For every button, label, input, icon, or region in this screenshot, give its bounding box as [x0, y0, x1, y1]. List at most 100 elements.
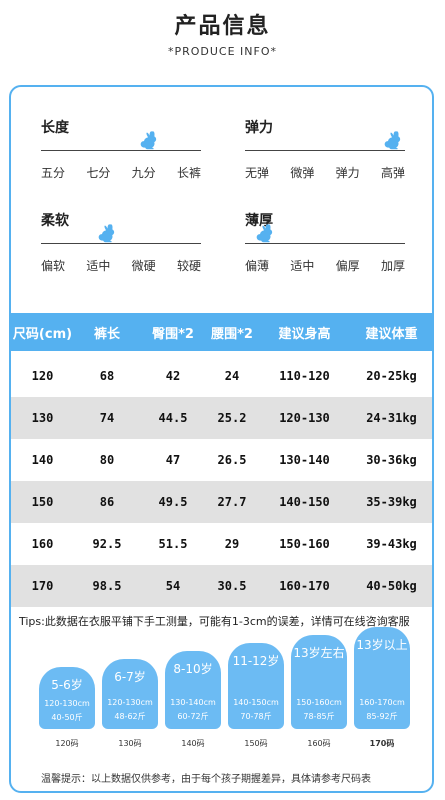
- scale-options: 偏软 适中 微硬 较硬: [41, 257, 201, 274]
- size-guide-bar: 13岁以上 160-170cm 85-92斤: [354, 627, 410, 729]
- attribute-label: 弹力: [245, 120, 273, 136]
- height-range: 160-170cm: [359, 698, 405, 707]
- scale-line: [41, 243, 201, 244]
- table-cell: 160-170: [279, 579, 330, 593]
- attribute-label: 长度: [41, 120, 69, 136]
- attribute-thickness: 薄厚 偏薄 适中 偏厚 加厚: [245, 210, 405, 280]
- attribute-elasticity: 弹力 无弹 微弹 弹力 高弹: [245, 117, 405, 187]
- size-guide-bar: 6-7岁 120-130cm 48-62斤: [102, 659, 158, 729]
- scale-option: 七分: [86, 166, 111, 180]
- table-cell: 39-43kg: [366, 537, 417, 551]
- scale-options: 五分 七分 九分 长裤: [41, 164, 201, 181]
- column-header: 尺码(cm): [12, 326, 73, 342]
- table-cell: 140: [31, 453, 54, 467]
- attribute-label: 薄厚: [245, 213, 273, 229]
- scale-line: [41, 150, 201, 151]
- weight-range: 48-62斤: [114, 712, 146, 721]
- table-cell: 35-39kg: [366, 495, 417, 509]
- table-cell: 24: [224, 369, 240, 383]
- column-header: 建议体重: [365, 326, 418, 342]
- table-cell: 25.2: [217, 411, 247, 425]
- table-cell: 30-36kg: [366, 453, 417, 467]
- table-row: 170 98.5 54 30.5 160-170 40-50kg: [11, 565, 432, 607]
- table-cell: 92.5: [92, 537, 122, 551]
- table-row: 150 86 49.5 27.7 140-150 35-39kg: [11, 481, 432, 523]
- warm-notice: 温馨提示：以上数据仅供参考，由于每个孩子期握差异，具体请参考尺码表: [41, 774, 371, 785]
- weight-range: 70-78斤: [240, 712, 272, 721]
- scale-option: 偏厚: [335, 259, 360, 273]
- table-cell: 80: [99, 453, 115, 467]
- table-row: 140 80 47 26.5 130-140 30-36kg: [11, 439, 432, 481]
- table-cell: 20-25kg: [366, 369, 417, 383]
- weight-range: 60-72斤: [177, 712, 209, 721]
- size-guide-bar: 11-12岁 140-150cm 70-78斤: [228, 643, 284, 729]
- table-cell: 30.5: [217, 579, 247, 593]
- weight-range: 85-92斤: [366, 712, 398, 721]
- table-cell: 24-31kg: [366, 411, 417, 425]
- age-label: 8-10岁: [173, 662, 213, 676]
- table-cell: 140-150: [279, 495, 330, 509]
- scale-option: 长裤: [176, 166, 201, 180]
- rabbit-icon: [95, 223, 117, 245]
- scale-option: 九分: [131, 166, 156, 180]
- rabbit-icon: [253, 223, 275, 245]
- age-label: 11-12岁: [232, 654, 280, 668]
- column-header: 腰围*2: [211, 326, 253, 342]
- rabbit-icon: [137, 130, 159, 152]
- height-range: 150-160cm: [296, 698, 342, 707]
- size-label: 120码: [55, 739, 79, 748]
- table-cell: 170: [31, 579, 54, 593]
- scale-option: 加厚: [380, 259, 405, 273]
- scale-option: 偏软: [41, 259, 66, 273]
- table-cell: 120-130: [279, 411, 330, 425]
- column-header: 建议身高: [278, 326, 331, 342]
- weight-range: 78-85斤: [303, 712, 335, 721]
- size-table-header: 尺码(cm) 裤长 臀围*2 腰围*2 建议身高 建议体重: [11, 313, 432, 351]
- size-guide-bar: 13岁左右 150-160cm 78-85斤: [291, 635, 347, 729]
- table-cell: 74: [99, 411, 115, 425]
- age-label: 5-6岁: [51, 678, 83, 692]
- page-title: 产品信息: [174, 14, 271, 39]
- table-cell: 29: [224, 537, 240, 551]
- scale-option: 微硬: [131, 259, 156, 273]
- table-cell: 49.5: [158, 495, 188, 509]
- scale-option: 弹力: [335, 166, 360, 180]
- size-label: 130码: [118, 739, 142, 748]
- scale-option: 偏薄: [245, 259, 270, 273]
- product-info-card: 长度 五分 七分 九分 长裤 弹力 无弹 微弹 弹力 高弹 柔软 偏软 适中 微…: [9, 85, 434, 793]
- table-cell: 120: [31, 369, 54, 383]
- size-label: 170码: [369, 739, 395, 748]
- table-cell: 150-160: [279, 537, 330, 551]
- scale-options: 偏薄 适中 偏厚 加厚: [245, 257, 405, 274]
- table-cell: 68: [99, 369, 115, 383]
- table-cell: 150: [31, 495, 54, 509]
- table-row: 120 68 42 24 110-120 20-25kg: [11, 355, 432, 397]
- size-guide-bar: 5-6岁 120-130cm 40-50斤: [39, 667, 95, 729]
- attribute-length: 长度 五分 七分 九分 长裤: [41, 117, 201, 187]
- height-range: 120-130cm: [107, 698, 153, 707]
- scale-option: 适中: [290, 259, 315, 273]
- weight-range: 40-50斤: [51, 713, 83, 722]
- table-cell: 86: [99, 495, 115, 509]
- height-range: 120-130cm: [44, 699, 90, 708]
- table-row: 160 92.5 51.5 29 150-160 39-43kg: [11, 523, 432, 565]
- table-cell: 98.5: [92, 579, 122, 593]
- scale-option: 较硬: [176, 259, 201, 273]
- height-range: 140-150cm: [233, 698, 279, 707]
- table-cell: 130: [31, 411, 54, 425]
- attribute-softness: 柔软 偏软 适中 微硬 较硬: [41, 210, 201, 280]
- table-cell: 42: [165, 369, 181, 383]
- scale-option: 五分: [41, 166, 66, 180]
- measurement-tips: Tips:此数据在衣服平铺下手工测量，可能有1-3cm的误差，详情可在线咨询客服: [19, 615, 410, 628]
- table-cell: 44.5: [158, 411, 188, 425]
- scale-option: 无弹: [245, 166, 270, 180]
- column-header: 裤长: [93, 326, 120, 342]
- table-cell: 26.5: [217, 453, 247, 467]
- scale-options: 无弹 微弹 弹力 高弹: [245, 164, 405, 181]
- attribute-label: 柔软: [41, 213, 69, 229]
- table-cell: 110-120: [279, 369, 330, 383]
- scale-option: 高弹: [380, 166, 405, 180]
- scale-option: 适中: [86, 259, 111, 273]
- age-label: 13岁以上: [356, 638, 408, 652]
- age-label: 13岁左右: [293, 646, 345, 660]
